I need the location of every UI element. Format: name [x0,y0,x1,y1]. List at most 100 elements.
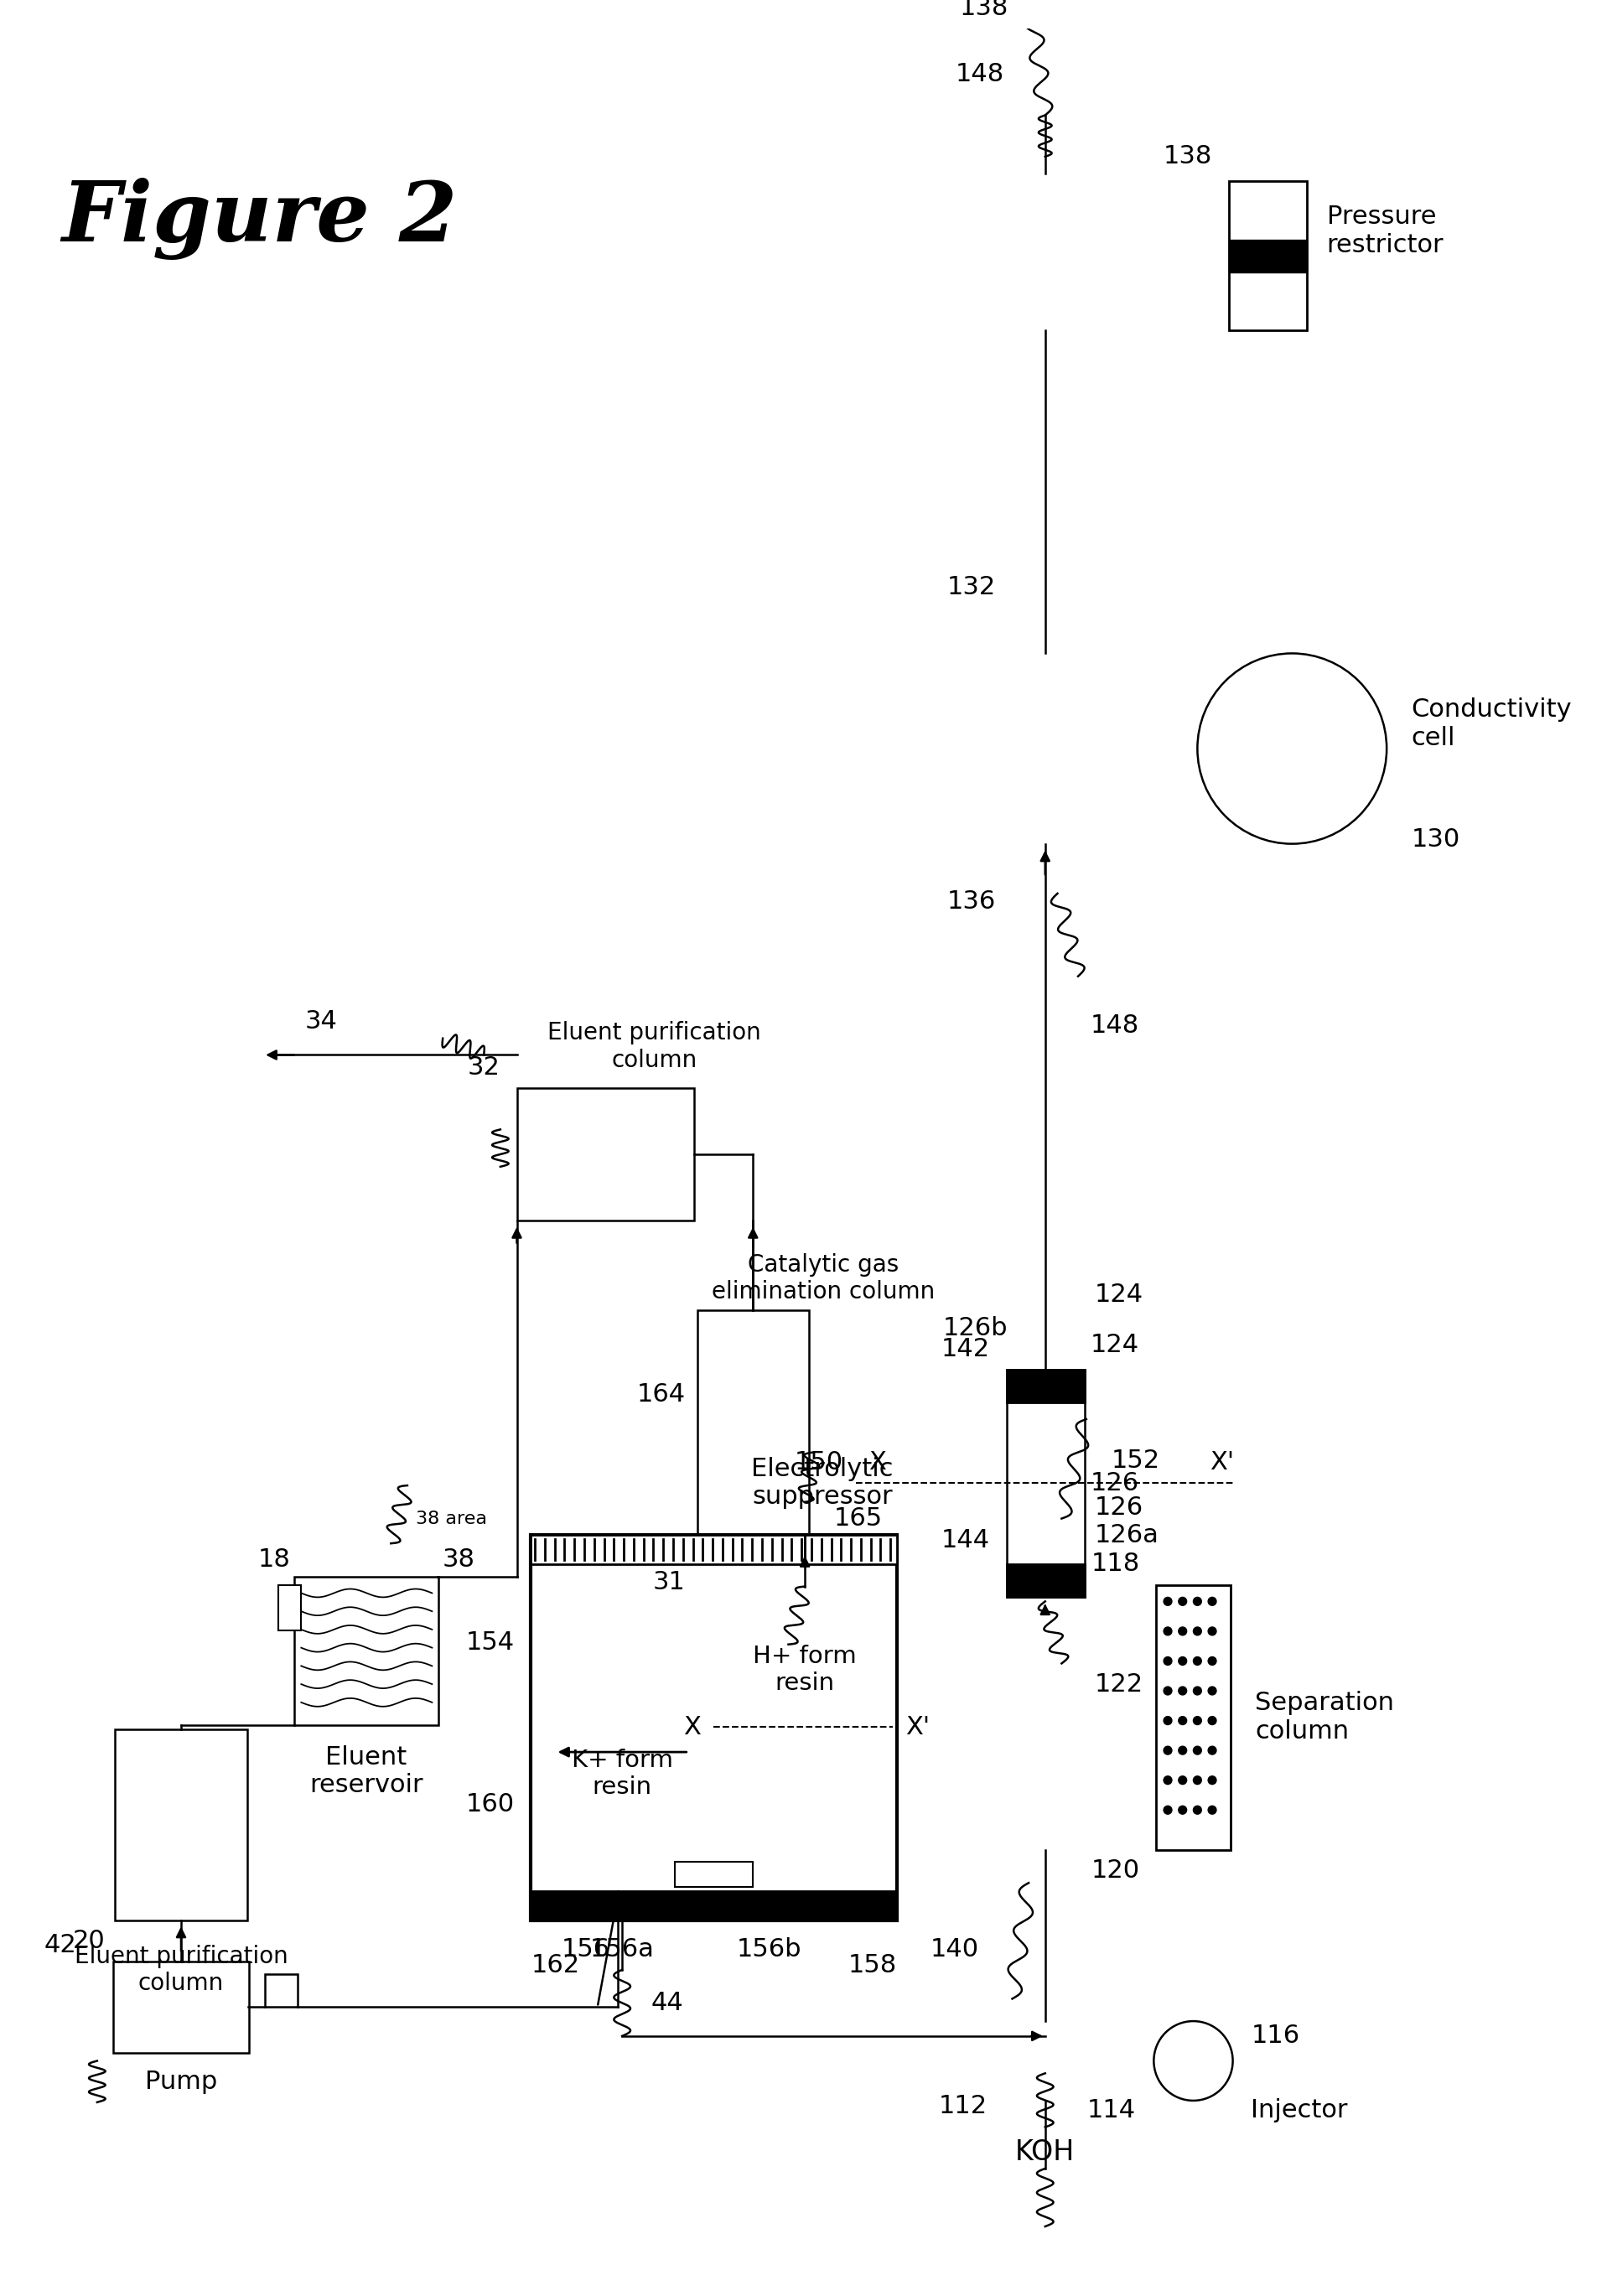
Circle shape [1178,1658,1186,1665]
Circle shape [1208,1628,1216,1635]
Text: Eluent
reservoir: Eluent reservoir [310,1745,423,1798]
Bar [697,1311,808,1564]
Text: 130: 130 [1411,827,1461,852]
Circle shape [1208,1777,1216,1784]
Text: 126a: 126a [1094,1522,1159,1548]
Bar [114,1961,249,2053]
Text: 162: 162 [532,1954,580,1977]
Circle shape [1163,1628,1172,1635]
Circle shape [1178,1688,1186,1694]
Circle shape [1178,1628,1186,1635]
Bar [1006,1368,1085,1598]
Text: X': X' [905,1715,930,1740]
Text: KOH: KOH [1016,2138,1075,2165]
Text: Electrolytic
suppressor: Electrolytic suppressor [750,1456,893,1508]
Text: X: X [868,1451,885,1474]
Text: 138: 138 [1163,145,1212,170]
Text: Pump: Pump [145,2069,217,2094]
Text: 154: 154 [466,1630,514,1655]
Circle shape [1208,1807,1216,1814]
Text: 20: 20 [72,1929,104,1954]
Text: Eluent purification
column: Eluent purification column [548,1022,762,1072]
Text: Eluent purification
column: Eluent purification column [74,1945,288,1995]
Circle shape [1194,1747,1202,1754]
Circle shape [1154,2020,1233,2101]
Text: 152: 152 [1110,1449,1160,1472]
Circle shape [1163,1598,1172,1605]
Circle shape [1208,1717,1216,1724]
Text: Figure 2: Figure 2 [61,177,458,259]
Circle shape [1194,1598,1202,1605]
Text: 158: 158 [848,1954,897,1977]
Circle shape [1163,1688,1172,1694]
Text: 122: 122 [1094,1671,1143,1697]
Text: 156b: 156b [736,1938,802,1961]
Text: 138: 138 [959,0,1008,21]
Text: 118: 118 [1091,1552,1139,1577]
Text: Pressure
restrictor: Pressure restrictor [1327,204,1443,257]
Text: 165: 165 [834,1506,882,1531]
Circle shape [1163,1717,1172,1724]
Text: K+ form
resin: K+ form resin [572,1750,673,1800]
Bar [1006,1368,1085,1403]
Text: 132: 132 [947,574,996,599]
Bar [265,1975,297,2007]
Circle shape [1163,1747,1172,1754]
Text: 150: 150 [795,1451,844,1474]
Circle shape [1194,1717,1202,1724]
Bar [116,1729,247,1919]
Circle shape [1208,1598,1216,1605]
Text: 44: 44 [651,1991,683,2016]
Circle shape [1163,1807,1172,1814]
Text: Separation
column: Separation column [1255,1692,1395,1743]
Text: 140: 140 [930,1938,979,1961]
Text: 38 area: 38 area [416,1511,487,1527]
Text: 148: 148 [955,62,1004,85]
Bar [517,1088,694,1221]
Bar [1229,181,1306,331]
Bar [1006,1564,1085,1598]
Bar [530,1892,897,1919]
Circle shape [1208,1658,1216,1665]
Text: Injector: Injector [1250,2099,1348,2124]
Text: 156: 156 [561,1938,611,1961]
Text: Catalytic gas
elimination column: Catalytic gas elimination column [712,1254,935,1304]
Circle shape [1178,1598,1186,1605]
Circle shape [1194,1628,1202,1635]
Circle shape [1163,1658,1172,1665]
Circle shape [1178,1777,1186,1784]
Bar [530,1536,897,1919]
Text: 112: 112 [938,2094,988,2119]
Circle shape [1163,1777,1172,1784]
Circle shape [1194,1658,1202,1665]
Text: 42: 42 [43,1933,76,1956]
Text: 148: 148 [1091,1015,1139,1038]
Circle shape [1194,1777,1202,1784]
Circle shape [1178,1747,1186,1754]
Circle shape [1197,654,1387,845]
Text: 18: 18 [257,1548,291,1573]
Text: 31: 31 [652,1570,686,1593]
Text: H+ form
resin: H+ form resin [754,1644,857,1694]
Text: X': X' [1210,1451,1234,1474]
Text: 142: 142 [942,1336,990,1362]
Text: 116: 116 [1250,2023,1300,2048]
Text: 136: 136 [947,889,996,914]
Text: 144: 144 [942,1529,990,1552]
Text: 38: 38 [442,1548,474,1573]
Bar [1229,239,1306,273]
Text: 34: 34 [305,1010,337,1033]
Text: 164: 164 [636,1382,686,1407]
Bar [1157,1584,1231,1851]
Bar [530,1536,897,1564]
Circle shape [1178,1807,1186,1814]
Text: Conductivity
cell: Conductivity cell [1411,698,1572,751]
Text: 114: 114 [1086,2099,1136,2124]
Bar [278,1584,301,1630]
Text: X: X [683,1715,701,1740]
Circle shape [1194,1807,1202,1814]
Text: 160: 160 [466,1793,514,1816]
Text: 32: 32 [468,1056,500,1079]
Text: 126: 126 [1091,1472,1139,1495]
Bar [294,1577,439,1727]
